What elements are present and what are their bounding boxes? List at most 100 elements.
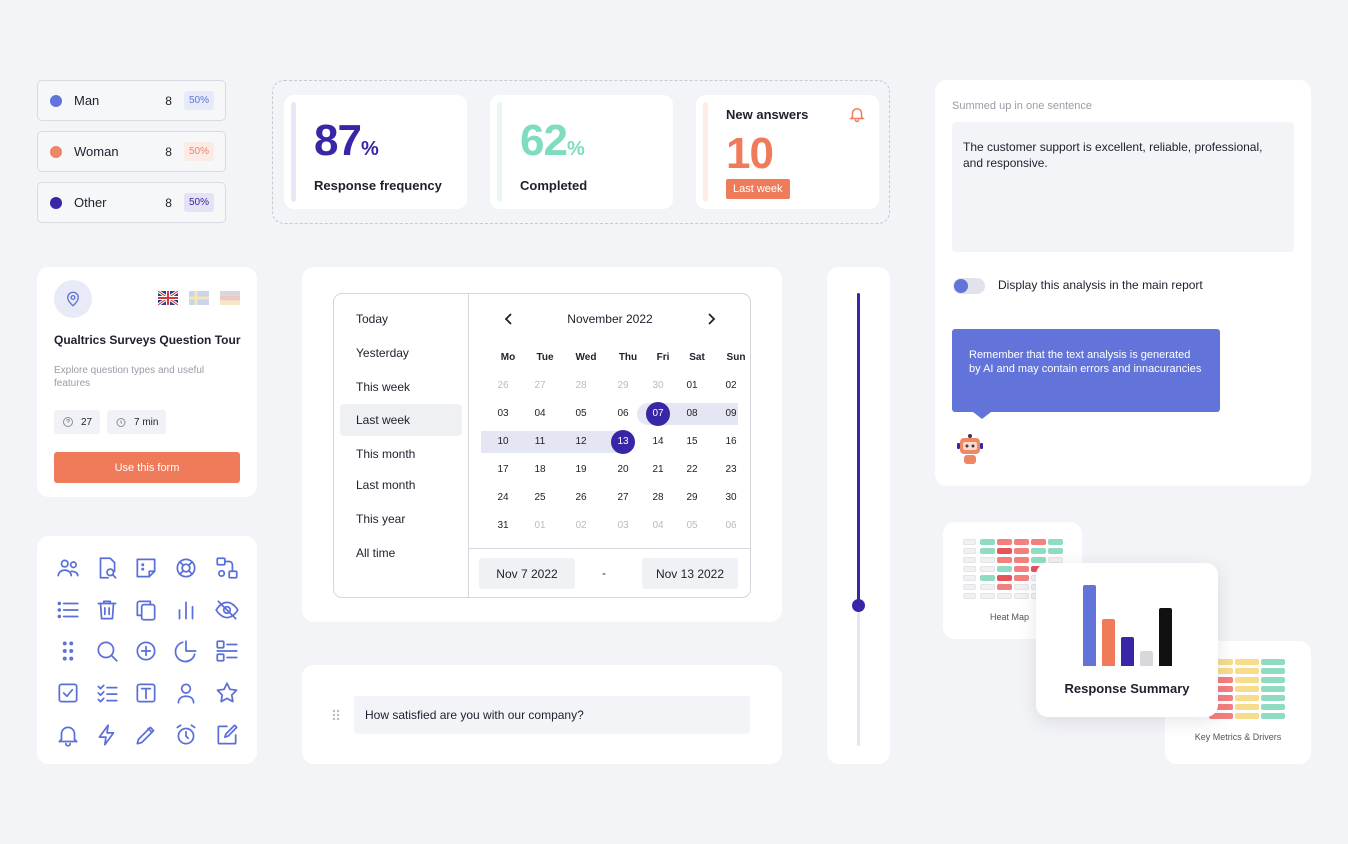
calendar-day[interactable]: 18 <box>534 464 546 475</box>
pencil-icon[interactable] <box>133 722 159 748</box>
star-icon[interactable] <box>214 680 240 706</box>
calendar-day[interactable]: 26 <box>497 380 509 391</box>
users-icon[interactable] <box>55 555 81 581</box>
bar-chart-icon[interactable] <box>173 597 199 623</box>
calendar-day[interactable]: 02 <box>575 520 587 531</box>
calendar-day[interactable]: 04 <box>534 408 546 419</box>
ai-notice: Remember that the text analysis is gener… <box>952 329 1220 412</box>
sticky-note-icon[interactable] <box>133 555 159 581</box>
calendar-day[interactable]: 06 <box>617 408 629 419</box>
alarm-icon[interactable] <box>173 722 199 748</box>
calendar-day[interactable]: 01 <box>686 380 698 391</box>
calendar-day[interactable]: 17 <box>497 464 509 475</box>
calendar-day[interactable]: 23 <box>725 464 737 475</box>
calendar-day[interactable]: 22 <box>686 464 698 475</box>
drag-dots-icon[interactable] <box>55 638 81 664</box>
calendar-day[interactable]: 16 <box>725 436 737 447</box>
pie-chart-icon[interactable] <box>173 638 199 664</box>
list-toggle-icon[interactable] <box>214 638 240 664</box>
trash-icon[interactable] <box>94 597 120 623</box>
copy-icon[interactable] <box>133 597 159 623</box>
gender-label: Man <box>74 93 100 108</box>
list-icon[interactable] <box>55 597 81 623</box>
use-form-button[interactable]: Use this form <box>54 452 240 483</box>
range-all-time[interactable]: All time <box>356 546 396 560</box>
report-toggle[interactable] <box>953 278 985 294</box>
calendar-day-selected[interactable]: 07 <box>646 402 670 426</box>
calendar-day[interactable]: 31 <box>497 520 509 531</box>
end-date-field[interactable]: Nov 13 2022 <box>642 558 738 589</box>
checklist-icon[interactable] <box>94 680 120 706</box>
calendar-day[interactable]: 14 <box>652 436 664 447</box>
gender-row-woman[interactable]: Woman 8 50% <box>37 131 226 172</box>
response-summary-widget[interactable]: Response Summary <box>1036 563 1218 717</box>
calendar-day[interactable]: 27 <box>617 492 629 503</box>
calendar-day[interactable]: 11 <box>534 436 546 447</box>
lightning-icon[interactable] <box>94 722 120 748</box>
calendar-day[interactable]: 20 <box>617 464 629 475</box>
calendar-day[interactable]: 04 <box>652 520 664 531</box>
range-last-month[interactable]: Last month <box>356 478 416 492</box>
calendar-day[interactable]: 25 <box>534 492 546 503</box>
slider-handle[interactable] <box>852 599 865 612</box>
question-input[interactable]: How satisfied are you with our company? <box>354 696 750 734</box>
calendar-day[interactable]: 01 <box>534 520 546 531</box>
gender-row-man[interactable]: Man 8 50% <box>37 80 226 121</box>
heat-map-cell <box>963 539 976 545</box>
calendar-day[interactable]: 09 <box>725 408 737 419</box>
calendar-day[interactable]: 05 <box>575 408 587 419</box>
range-this-month[interactable]: This month <box>356 447 416 461</box>
calendar-day[interactable]: 28 <box>652 492 664 503</box>
germany-flag-icon[interactable] <box>220 291 240 305</box>
drag-handle-icon[interactable] <box>332 709 340 721</box>
calendar-day[interactable]: 05 <box>686 520 698 531</box>
calendar-day[interactable]: 08 <box>686 408 698 419</box>
range-this-year[interactable]: This year <box>356 512 406 526</box>
edit-icon[interactable] <box>214 722 240 748</box>
search-icon[interactable] <box>94 638 120 664</box>
gender-row-other[interactable]: Other 8 50% <box>37 182 226 223</box>
calendar-day[interactable]: 10 <box>497 436 509 447</box>
start-date-field[interactable]: Nov 7 2022 <box>479 558 575 589</box>
heat-map-cell <box>980 539 995 545</box>
sweden-flag-icon[interactable] <box>189 291 209 305</box>
chevron-right-icon[interactable] <box>705 312 717 326</box>
calendar-day[interactable]: 06 <box>725 520 737 531</box>
calendar-day[interactable]: 24 <box>497 492 509 503</box>
calendar-day[interactable]: 03 <box>617 520 629 531</box>
uk-flag-icon[interactable] <box>157 289 179 307</box>
bell-icon[interactable] <box>848 105 866 123</box>
flow-icon[interactable] <box>214 555 240 581</box>
text-box-icon[interactable] <box>133 680 159 706</box>
range-yesterday[interactable]: Yesterday <box>356 346 409 360</box>
search-document-icon[interactable] <box>94 555 120 581</box>
range-this-week[interactable]: This week <box>356 380 411 394</box>
calendar-day[interactable]: 29 <box>617 380 629 391</box>
calendar-day[interactable]: 21 <box>652 464 664 475</box>
calendar-day[interactable]: 19 <box>575 464 587 475</box>
heat-map-cell <box>1014 575 1029 581</box>
calendar-day[interactable]: 26 <box>575 492 587 503</box>
eye-off-icon[interactable] <box>214 597 240 623</box>
calendar-day[interactable]: 02 <box>725 380 737 391</box>
weekday-header: Mo <box>500 352 516 363</box>
calendar-day[interactable]: 12 <box>575 436 587 447</box>
range-today[interactable]: Today <box>356 312 389 326</box>
plus-circle-icon[interactable] <box>133 638 159 664</box>
checkbox-icon[interactable] <box>55 680 81 706</box>
range-last-week[interactable]: Last week <box>340 404 462 436</box>
calendar-day[interactable]: 30 <box>725 492 737 503</box>
calendar-day[interactable]: 03 <box>497 408 509 419</box>
tour-subtitle: Explore question types and useful featur… <box>54 365 205 389</box>
calendar-day[interactable]: 30 <box>652 380 664 391</box>
calendar-day[interactable]: 15 <box>686 436 698 447</box>
lifebuoy-icon[interactable] <box>173 555 199 581</box>
calendar-day[interactable]: 28 <box>575 380 587 391</box>
chevron-left-icon[interactable] <box>503 312 515 326</box>
weekday-header: Thu <box>618 352 638 363</box>
calendar-day-selected[interactable]: 13 <box>611 430 635 454</box>
calendar-day[interactable]: 29 <box>686 492 698 503</box>
user-icon[interactable] <box>173 680 199 706</box>
bell-icon[interactable] <box>55 722 81 748</box>
calendar-day[interactable]: 27 <box>534 380 546 391</box>
